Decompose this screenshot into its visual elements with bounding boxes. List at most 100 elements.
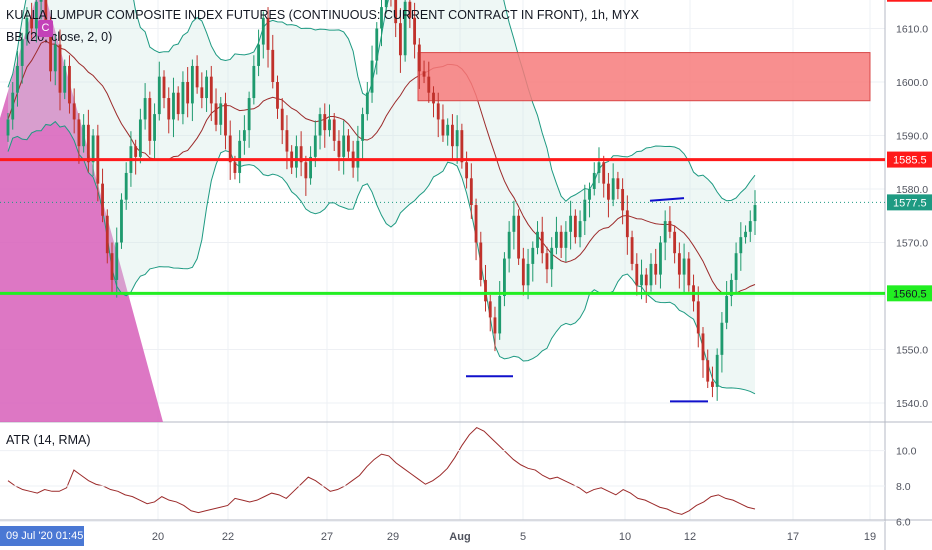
candle-body <box>545 253 549 270</box>
time-tick-label: Aug <box>449 531 470 543</box>
candle-body <box>332 119 336 141</box>
candle-body <box>422 71 426 77</box>
candle-body <box>734 253 738 280</box>
candle-body <box>441 119 445 136</box>
bb-band-fill <box>8 0 755 394</box>
candle-body <box>640 274 643 286</box>
candle-body <box>715 354 719 387</box>
candle-body <box>625 210 629 238</box>
blue-markers <box>466 197 708 403</box>
candle-body <box>621 189 625 211</box>
candle-body <box>663 221 667 243</box>
candle-body <box>729 279 733 296</box>
candle-body <box>725 296 729 323</box>
candle-body <box>82 124 86 147</box>
candle-body <box>224 103 227 136</box>
candle-body <box>328 119 331 131</box>
candle-body <box>602 162 606 184</box>
time-tick-label: 10 <box>619 531 631 543</box>
candle-body <box>408 1 412 18</box>
candle-body <box>465 162 469 179</box>
candle-body <box>517 215 521 259</box>
price-label-box <box>887 194 932 211</box>
candle-body <box>644 274 648 286</box>
candle-body <box>706 360 710 382</box>
candle-body <box>711 381 714 387</box>
candle-body <box>120 199 123 243</box>
candle-body <box>200 87 204 99</box>
candle-body <box>432 92 435 104</box>
candle-body <box>53 44 57 72</box>
candle-body <box>209 76 213 104</box>
candle-body <box>569 215 573 232</box>
candle-body <box>673 231 677 254</box>
candle-body <box>44 0 48 24</box>
candle-body <box>162 76 166 99</box>
candle-body <box>257 44 260 66</box>
candle-body <box>398 23 402 56</box>
cursor-date-label: 09 Jul '20 01:45 <box>0 526 84 546</box>
price-tick-label: 1590.0 <box>896 131 928 143</box>
price-label-box <box>887 0 932 2</box>
price-label-box <box>887 285 932 302</box>
candle-body <box>687 258 691 286</box>
candle-body <box>34 1 38 29</box>
candle-body <box>479 242 483 280</box>
candle-body <box>91 135 95 163</box>
candle-body <box>436 103 440 120</box>
candle-body <box>450 124 454 147</box>
price-axis[interactable]: 1540.01550.01560.01570.01580.01590.01600… <box>887 0 932 410</box>
candle-body <box>701 333 705 361</box>
time-tick-label: 27 <box>321 531 333 543</box>
candle-body <box>294 146 298 168</box>
time-tick-label: 29 <box>387 531 399 543</box>
candle-body <box>654 263 658 275</box>
atr-pane: 6.0 8.0 10.0 <box>0 426 917 528</box>
candle-body <box>342 135 346 157</box>
candle-body <box>105 215 109 254</box>
candle-body <box>134 146 138 157</box>
candle-body <box>365 92 369 115</box>
candle-body <box>630 237 634 264</box>
candle-body <box>564 231 568 248</box>
candle-body <box>115 242 119 280</box>
candle-body <box>446 124 450 136</box>
candle-body <box>488 301 492 318</box>
candle-body <box>205 76 208 99</box>
bb-basis-line <box>7 40 756 295</box>
atr-indicator-label[interactable]: ATR (14, RMA) <box>6 433 91 447</box>
candle-body <box>682 258 686 275</box>
candle-body <box>143 98 147 120</box>
candle-body <box>313 135 317 157</box>
price-label-text: 1577.5 <box>893 197 927 209</box>
candle-body <box>242 130 246 141</box>
candle-body <box>181 82 185 115</box>
price-tick-label: 1550.0 <box>896 345 928 357</box>
candle-body <box>337 140 341 157</box>
time-tick-label: 19 <box>864 531 876 543</box>
candle-body <box>176 92 180 115</box>
time-tick-label: 12 <box>684 531 696 543</box>
candle-body <box>507 231 511 259</box>
candle-body <box>228 135 232 163</box>
candle-body <box>361 114 365 141</box>
candle-body <box>573 215 577 238</box>
candle-body <box>597 162 601 173</box>
candle-body <box>503 258 506 296</box>
pink-projection-area <box>0 0 163 422</box>
bb-indicator-label[interactable]: BB (20, close, 2, 0) <box>6 30 113 44</box>
price-label-text: 1560.5 <box>893 288 927 300</box>
time-axis[interactable]: 20 22 27 29 Aug 5 10 12 17 19 <box>152 531 876 543</box>
candle-body <box>668 221 672 232</box>
candle-body <box>474 205 478 243</box>
candle-body <box>346 135 350 152</box>
c-badge[interactable]: C <box>38 20 53 37</box>
candle-body <box>186 82 190 104</box>
candle-body <box>753 205 757 222</box>
candle-body <box>39 0 43 2</box>
candle-body <box>285 130 289 152</box>
candle-body <box>110 253 114 280</box>
candle-body <box>233 162 237 173</box>
price-label-text: 1616.5 <box>893 0 927 1</box>
candle-body <box>6 119 10 136</box>
